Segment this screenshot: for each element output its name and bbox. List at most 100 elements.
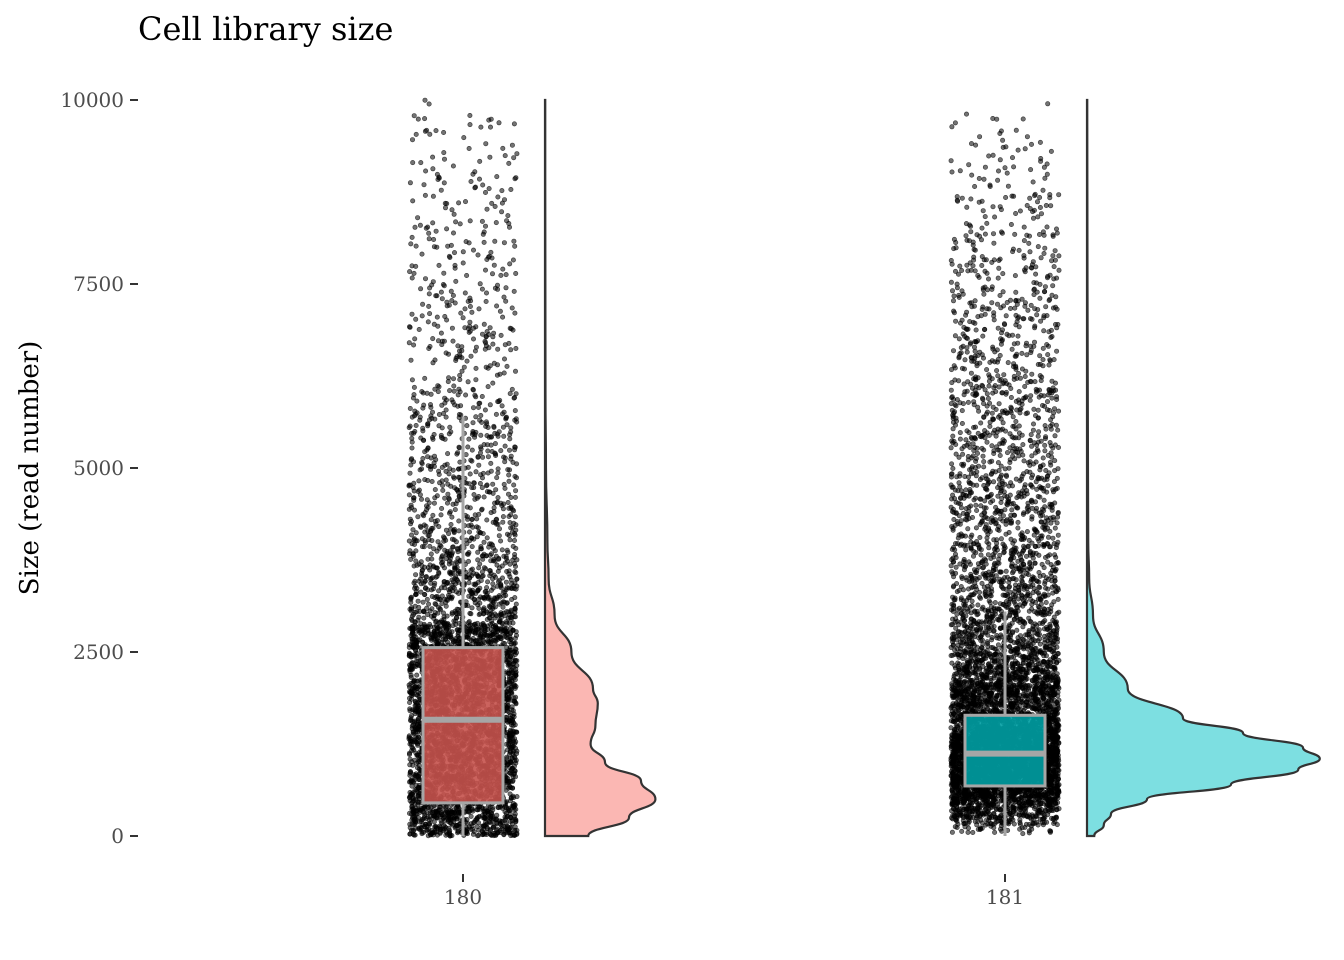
data-point xyxy=(487,325,493,331)
data-point xyxy=(490,576,496,582)
data-point xyxy=(456,590,462,596)
data-point xyxy=(460,260,466,266)
data-point xyxy=(481,539,487,545)
data-point xyxy=(431,819,437,825)
data-point xyxy=(412,336,418,342)
data-point xyxy=(452,262,458,268)
data-point xyxy=(438,330,444,336)
data-point xyxy=(406,492,412,498)
data-point xyxy=(472,184,478,190)
data-point xyxy=(453,278,459,284)
data-point xyxy=(408,518,414,524)
data-point xyxy=(418,160,424,166)
data-point xyxy=(487,489,493,495)
data-point xyxy=(414,752,420,758)
data-point xyxy=(415,598,421,604)
data-point xyxy=(420,428,426,434)
data-point xyxy=(474,824,480,830)
data-point xyxy=(483,141,489,147)
data-point xyxy=(488,551,494,557)
data-point xyxy=(419,831,425,837)
data-point xyxy=(496,634,502,640)
data-point xyxy=(507,520,513,526)
data-point xyxy=(479,485,485,491)
data-point xyxy=(408,502,414,508)
y-tick-label: 7500 xyxy=(73,272,124,296)
data-point xyxy=(469,566,475,572)
data-point xyxy=(408,696,414,702)
data-point xyxy=(484,329,490,335)
data-point xyxy=(476,832,482,838)
data-point xyxy=(508,453,514,459)
data-point xyxy=(414,678,420,684)
data-point xyxy=(475,404,481,410)
data-point xyxy=(419,389,425,395)
data-point xyxy=(488,510,494,516)
data-point xyxy=(467,610,473,616)
data-point xyxy=(469,544,475,550)
data-point xyxy=(466,523,472,529)
data-point xyxy=(482,267,488,273)
data-point xyxy=(418,435,424,441)
data-point xyxy=(474,524,480,530)
data-point xyxy=(504,218,510,224)
data-point xyxy=(414,398,420,404)
data-point xyxy=(412,224,418,230)
data-point xyxy=(406,340,412,346)
data-point xyxy=(451,475,457,481)
data-point xyxy=(466,572,472,578)
data-point xyxy=(492,441,498,447)
data-point xyxy=(448,635,454,641)
data-point xyxy=(506,532,512,538)
data-point xyxy=(494,521,500,527)
data-point xyxy=(494,475,500,481)
data-point xyxy=(479,286,485,292)
data-point xyxy=(464,541,470,547)
data-point xyxy=(428,404,434,410)
data-point xyxy=(422,510,428,516)
data-point xyxy=(427,543,433,549)
data-point xyxy=(407,269,413,275)
data-point xyxy=(478,577,484,583)
data-point xyxy=(420,599,426,605)
data-point xyxy=(508,616,514,622)
data-point xyxy=(481,565,487,571)
data-point xyxy=(413,805,419,811)
data-point xyxy=(480,182,486,188)
data-point xyxy=(485,448,491,454)
data-point xyxy=(506,709,512,715)
data-point xyxy=(472,597,478,603)
data-point xyxy=(506,612,512,618)
data-point xyxy=(482,338,488,344)
data-point xyxy=(476,176,482,182)
data-point xyxy=(431,546,437,552)
data-point xyxy=(407,756,413,762)
data-point xyxy=(481,239,487,245)
y-tick-label: 0 xyxy=(111,824,124,848)
data-point xyxy=(429,409,435,415)
data-point xyxy=(478,124,484,130)
data-point xyxy=(494,362,500,368)
x-axis: 180 181 xyxy=(444,874,1024,909)
data-point xyxy=(428,551,434,557)
data-point xyxy=(442,495,448,501)
y-axis-label: Size (read number) xyxy=(15,341,45,596)
data-point xyxy=(499,626,505,632)
data-point xyxy=(484,256,490,262)
data-point xyxy=(502,829,508,835)
data-point xyxy=(464,629,470,635)
data-point xyxy=(440,281,446,287)
data-point xyxy=(509,744,515,750)
data-point xyxy=(475,587,481,593)
data-point xyxy=(493,220,499,226)
data-point xyxy=(469,590,475,596)
data-point xyxy=(511,482,517,488)
data-point xyxy=(433,639,439,645)
data-point xyxy=(497,577,503,583)
data-point xyxy=(423,585,429,591)
data-point xyxy=(406,794,412,800)
data-point xyxy=(425,814,431,820)
data-point xyxy=(500,266,506,272)
data-point xyxy=(466,550,472,556)
data-point xyxy=(489,255,495,261)
